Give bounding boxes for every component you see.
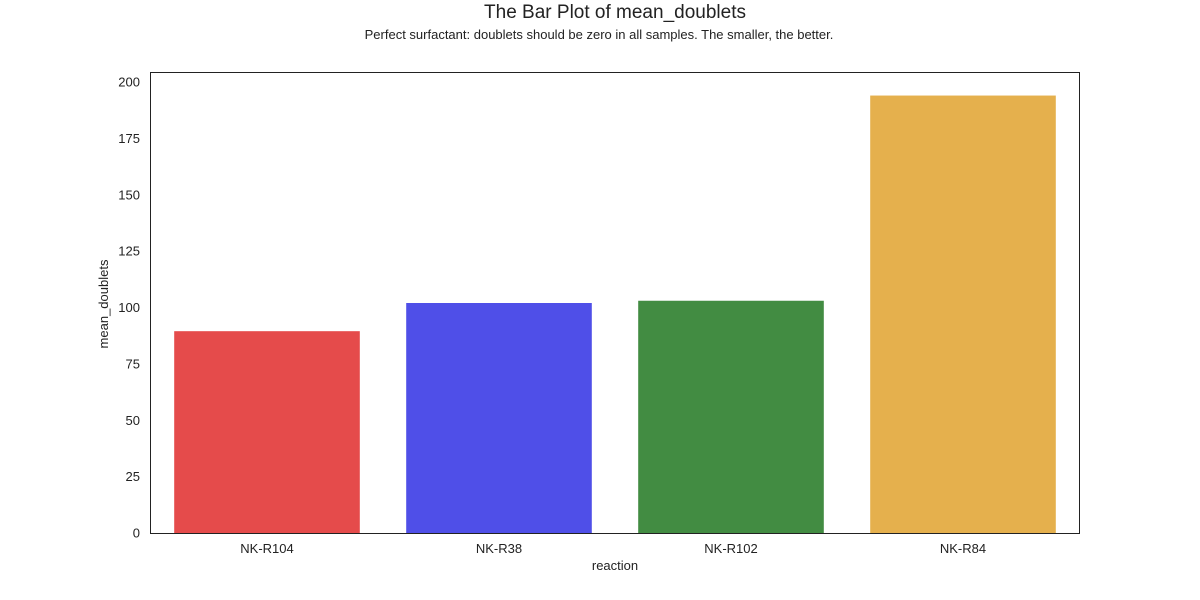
x-axis-ticks: NK-R104 NK-R38 NK-R102 NK-R84 [240,541,986,556]
y-tick-label: 125 [118,244,140,259]
x-axis-label: reaction [592,558,638,573]
bar-nk-r84 [870,95,1056,534]
y-tick-label: 50 [126,413,140,428]
y-tick-label: 200 [118,75,140,90]
y-tick-label: 100 [118,300,140,315]
y-axis-label: mean_doublets [96,259,111,348]
y-tick-label: 0 [133,526,140,541]
bars-group [174,95,1056,534]
y-tick-label: 75 [126,356,140,371]
plot-frame [150,72,1080,534]
y-tick-label: 175 [118,131,140,146]
bar-nk-r104 [174,331,360,533]
x-tick-label: NK-R84 [940,541,986,556]
x-tick-label: NK-R102 [704,541,757,556]
chart-subtitle: Perfect surfactant: doublets should be z… [365,27,834,42]
y-tick-label: 150 [118,187,140,202]
x-tick-label: NK-R38 [476,541,522,556]
bar-nk-r38 [406,303,592,533]
chart-title: The Bar Plot of mean_doublets [484,2,746,23]
x-tick-label: NK-R104 [240,541,293,556]
bar-nk-r102 [638,300,824,533]
y-axis-ticks: 0 25 50 75 100 125 150 175 200 [118,75,140,541]
y-tick-label: 25 [126,469,140,484]
